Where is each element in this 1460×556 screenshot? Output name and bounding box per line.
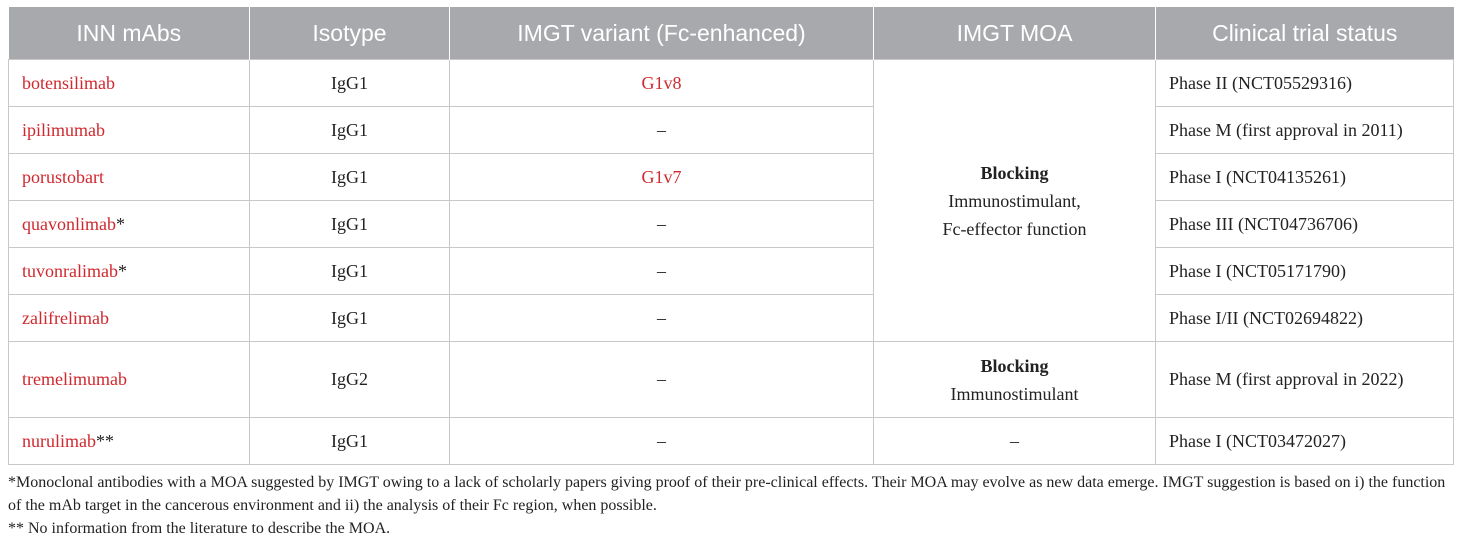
mab-footnote-mark: * — [117, 260, 127, 281]
header-imgt-moa: IMGT MOA — [873, 7, 1156, 60]
isotype-cell: IgG1 — [249, 247, 450, 295]
table-row: nurulimab** IgG1 – – Phase I (NCT0347202… — [8, 417, 1454, 465]
variant-cell: – — [449, 417, 874, 465]
mab-name-cell: quavonlimab* — [8, 200, 250, 248]
table-row: ipilimumab IgG1 – Phase M (first approva… — [8, 106, 1454, 154]
isotype-cell: IgG1 — [249, 106, 450, 154]
mab-name-cell: ipilimumab — [8, 106, 250, 154]
isotype-cell: IgG1 — [249, 294, 450, 342]
variant-cell: – — [449, 341, 874, 418]
mab-name: porustobart — [22, 166, 104, 187]
status-cell: Phase III (NCT04736706) — [1155, 200, 1454, 248]
moa-cell: – — [873, 417, 1156, 465]
status-cell: Phase I (NCT04135261) — [1155, 153, 1454, 201]
moa-line: Fc-effector function — [942, 218, 1087, 239]
variant-cell: – — [449, 106, 874, 154]
table-row: tremelimumab IgG2 – Blocking Immunostimu… — [8, 341, 1454, 418]
mab-name-cell: botensilimab — [8, 59, 250, 107]
status-cell: Phase I (NCT03472027) — [1155, 417, 1454, 465]
variant-cell: G1v7 — [449, 153, 874, 201]
isotype-cell: IgG2 — [249, 341, 450, 418]
footnote: ** No information from the literature to… — [8, 520, 391, 537]
isotype-cell: IgG1 — [249, 200, 450, 248]
header-clinical-trial-status: Clinical trial status — [1155, 7, 1454, 60]
footnote: *Monoclonal antibodies with a MOA sugges… — [8, 474, 1446, 514]
mab-footnote-mark: * — [115, 213, 125, 234]
mab-name-cell: nurulimab** — [8, 417, 250, 465]
moa-line: Immunostimulant, — [948, 190, 1081, 211]
mab-name: quavonlimab — [22, 213, 116, 234]
status-cell: Phase M (first approval in 2011) — [1155, 106, 1454, 154]
moa-title: Blocking — [980, 355, 1049, 376]
isotype-cell: IgG1 — [249, 153, 450, 201]
table-row: botensilimab IgG1 G1v8 Blocking Immunost… — [8, 59, 1454, 342]
moa-line: Immunostimulant — [950, 383, 1079, 404]
moa-cell: Blocking Immunostimulant, Fc-effector fu… — [873, 59, 1156, 342]
variant-cell: – — [449, 294, 874, 342]
isotype-cell: IgG1 — [249, 59, 450, 107]
mab-name-cell: tremelimumab — [8, 341, 250, 418]
table-header-row: INN mAbs Isotype IMGT variant (Fc-enhanc… — [8, 7, 1454, 60]
mab-name: tremelimumab — [22, 369, 127, 389]
mab-table: INN mAbs Isotype IMGT variant (Fc-enhanc… — [8, 7, 1454, 465]
mab-name: botensilimab — [22, 72, 115, 93]
header-inn-mabs: INN mAbs — [8, 7, 250, 60]
moa-title: Blocking — [980, 162, 1049, 183]
table-container: INN mAbs Isotype IMGT variant (Fc-enhanc… — [8, 7, 1454, 540]
header-isotype: Isotype — [249, 7, 450, 60]
moa-cell: Blocking Immunostimulant — [873, 341, 1156, 418]
variant-cell: – — [449, 200, 874, 248]
mab-name-cell: tuvonralimab* — [8, 247, 250, 295]
mab-name-cell: porustobart — [8, 153, 250, 201]
table-row: quavonlimab* IgG1 – Phase III (NCT047367… — [8, 200, 1454, 248]
header-imgt-variant: IMGT variant (Fc-enhanced) — [449, 7, 874, 60]
status-cell: Phase II (NCT05529316) — [1155, 59, 1454, 107]
status-cell: Phase I (NCT05171790) — [1155, 247, 1454, 295]
table-row: porustobart IgG1 G1v7 Phase I (NCT041352… — [8, 153, 1454, 201]
table-row: zalifrelimab IgG1 – Phase I/II (NCT02694… — [8, 294, 1454, 342]
table-footnotes: *Monoclonal antibodies with a MOA sugges… — [8, 471, 1453, 540]
status-cell: Phase M (first approval in 2022) — [1155, 341, 1454, 418]
isotype-cell: IgG1 — [249, 417, 450, 465]
mab-name: nurulimab — [22, 430, 96, 451]
mab-name: tuvonralimab — [22, 260, 118, 281]
mab-name-cell: zalifrelimab — [8, 294, 250, 342]
mab-name: zalifrelimab — [22, 307, 109, 328]
status-cell: Phase I/II (NCT02694822) — [1155, 294, 1454, 342]
variant-cell: – — [449, 247, 874, 295]
variant-cell: G1v8 — [449, 59, 874, 107]
mab-footnote-mark: ** — [96, 430, 114, 451]
mab-name: ipilimumab — [22, 119, 105, 140]
table-row: tuvonralimab* IgG1 – Phase I (NCT0517179… — [8, 247, 1454, 295]
